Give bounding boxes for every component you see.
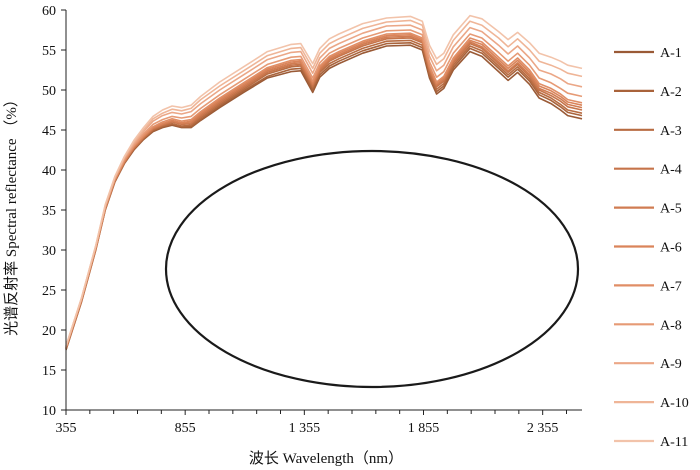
y-tick-label: 55: [42, 44, 56, 59]
legend-label-a-5: A-5: [660, 202, 682, 217]
y-tick-label: 25: [42, 284, 56, 299]
legend-label-a-6: A-6: [660, 241, 682, 256]
y-axis-title: 光谱反射率 Spectral reflectance （%）: [3, 92, 20, 336]
series-line-a-2: [65, 42, 583, 350]
series-line-a-7: [65, 32, 583, 348]
series-line-a-10: [65, 19, 583, 347]
y-tick-label: 35: [42, 204, 56, 219]
zoom-ellipse: [164, 149, 580, 389]
x-tick-label: 1 355: [289, 421, 321, 436]
legend-label-a-9: A-9: [660, 357, 682, 372]
legend-label-a-2: A-2: [660, 85, 682, 100]
series-line-a-8: [65, 29, 583, 348]
tick-labels: 10 15 20 25 30 35 40 45 50 55 60 355 855 1 355 1 855 2 …: [42, 4, 558, 436]
series-line-a-5: [65, 35, 583, 349]
legend-label-a-4: A-4: [660, 163, 682, 178]
y-tick-label: 30: [42, 244, 56, 259]
legend-label-a-8: A-8: [660, 318, 682, 333]
y-tick-label: 40: [42, 164, 56, 179]
legend: A-1 A-2 A-3 A-4 A-5 A-6 A-7 A-8 A-9 A-10 A-11: [614, 46, 689, 450]
legend-label-a-10: A-10: [660, 396, 689, 411]
y-tick-label: 10: [42, 404, 56, 419]
y-tick-label: 20: [42, 324, 56, 339]
legend-label-a-1: A-1: [660, 46, 682, 61]
x-tick-label: 355: [56, 421, 77, 436]
x-tick-label: 2 355: [527, 421, 559, 436]
y-tick-label: 15: [42, 364, 56, 379]
x-axis-title: 波长 Wavelength（nm）: [249, 450, 403, 467]
axes: [61, 9, 582, 415]
series-line-a-11: [65, 14, 583, 347]
series-line-a-1: [65, 44, 583, 351]
x-tick-label: 855: [175, 421, 196, 436]
legend-label-a-11: A-11: [660, 435, 688, 450]
series-line-a-6: [65, 34, 583, 348]
x-tick-label: 1 855: [408, 421, 440, 436]
series-line-a-9: [65, 24, 583, 348]
y-tick-label: 45: [42, 124, 56, 139]
series-line-a-4: [65, 37, 583, 349]
series-lines: [65, 14, 583, 351]
y-tick-label: 50: [42, 84, 56, 99]
legend-label-a-3: A-3: [660, 124, 682, 139]
series-line-a-3: [65, 39, 583, 350]
y-tick-label: 60: [42, 4, 56, 19]
legend-label-a-7: A-7: [660, 279, 682, 294]
